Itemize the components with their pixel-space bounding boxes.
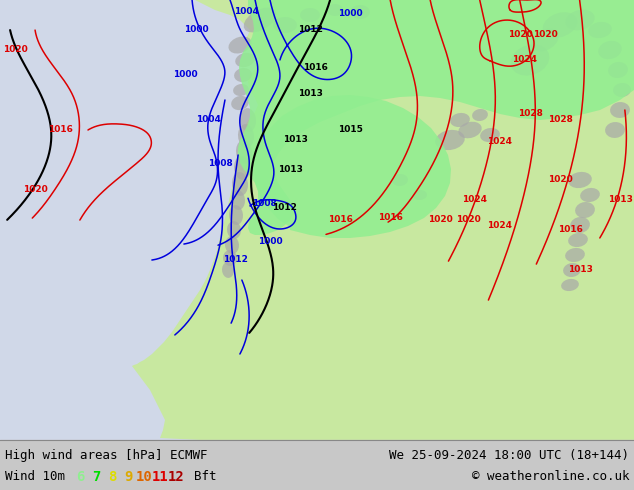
Polygon shape: [563, 263, 581, 277]
Text: We 25-09-2024 18:00 UTC (18+144): We 25-09-2024 18:00 UTC (18+144): [389, 448, 629, 462]
Bar: [0, 0, 634, 440]
Text: 12: 12: [167, 470, 184, 484]
Polygon shape: [570, 217, 590, 233]
Text: 1016: 1016: [302, 64, 327, 73]
Polygon shape: [222, 262, 234, 278]
Text: 11: 11: [152, 470, 169, 484]
Polygon shape: [232, 172, 248, 196]
Polygon shape: [598, 41, 622, 59]
Polygon shape: [566, 10, 595, 30]
Polygon shape: [254, 95, 451, 238]
Polygon shape: [227, 221, 241, 239]
Polygon shape: [234, 156, 250, 180]
Text: 1000: 1000: [338, 9, 362, 19]
Text: Bft: Bft: [194, 470, 216, 484]
Text: 1012: 1012: [297, 25, 323, 34]
Polygon shape: [235, 53, 255, 67]
Polygon shape: [223, 250, 237, 266]
Polygon shape: [480, 128, 500, 142]
Polygon shape: [231, 190, 245, 210]
Polygon shape: [231, 96, 249, 110]
Polygon shape: [580, 188, 600, 202]
Text: 1028: 1028: [548, 116, 573, 124]
Text: 1020: 1020: [548, 175, 573, 185]
Text: Wind 10m: Wind 10m: [5, 470, 65, 484]
Text: 1013: 1013: [607, 196, 633, 204]
Text: 1008: 1008: [207, 160, 233, 169]
Text: 1020: 1020: [456, 216, 481, 224]
Polygon shape: [228, 36, 252, 53]
Polygon shape: [234, 68, 252, 82]
Polygon shape: [240, 108, 256, 132]
Text: 7: 7: [92, 470, 100, 484]
Polygon shape: [565, 248, 585, 262]
Polygon shape: [575, 202, 595, 218]
Polygon shape: [229, 205, 243, 225]
Text: 1016: 1016: [378, 214, 403, 222]
Text: 10: 10: [136, 470, 152, 484]
Polygon shape: [610, 102, 630, 118]
Polygon shape: [236, 140, 252, 164]
Text: 1013: 1013: [297, 90, 323, 98]
Text: 1004: 1004: [195, 116, 221, 124]
Polygon shape: [413, 190, 427, 200]
Text: 1024: 1024: [488, 220, 512, 229]
Text: 1020: 1020: [3, 46, 27, 54]
Text: 1000: 1000: [257, 238, 282, 246]
Text: 1000: 1000: [172, 71, 197, 79]
Text: 1016: 1016: [557, 225, 583, 235]
Text: 1015: 1015: [337, 125, 363, 134]
Text: 1013: 1013: [567, 266, 592, 274]
Polygon shape: [531, 28, 559, 51]
Text: 1013: 1013: [278, 166, 302, 174]
Text: 1012: 1012: [271, 203, 297, 213]
Polygon shape: [238, 0, 634, 235]
Text: 1024: 1024: [462, 196, 488, 204]
Polygon shape: [225, 236, 239, 254]
Polygon shape: [561, 279, 579, 291]
Text: 1028: 1028: [517, 109, 543, 119]
Polygon shape: [392, 174, 408, 186]
Polygon shape: [450, 113, 470, 127]
Text: 1012: 1012: [223, 255, 247, 265]
Polygon shape: [458, 122, 482, 138]
Polygon shape: [238, 124, 254, 148]
Text: 1020: 1020: [508, 30, 533, 40]
Polygon shape: [273, 17, 297, 33]
Text: © weatheronline.co.uk: © weatheronline.co.uk: [472, 470, 629, 484]
Text: 1024: 1024: [512, 55, 538, 65]
Text: 1004: 1004: [233, 7, 259, 17]
Text: 6: 6: [76, 470, 84, 484]
Polygon shape: [233, 84, 249, 96]
Text: 1000: 1000: [184, 25, 209, 34]
Polygon shape: [244, 7, 276, 32]
Polygon shape: [510, 45, 550, 75]
Polygon shape: [435, 130, 465, 150]
Polygon shape: [350, 5, 370, 19]
Text: 1016: 1016: [48, 125, 72, 134]
Text: 1020: 1020: [533, 30, 557, 40]
Polygon shape: [132, 0, 634, 440]
Polygon shape: [300, 8, 320, 22]
Text: High wind areas [hPa] ECMWF: High wind areas [hPa] ECMWF: [5, 448, 207, 462]
Polygon shape: [608, 62, 628, 78]
Text: 1016: 1016: [328, 216, 353, 224]
Text: 1024: 1024: [488, 138, 512, 147]
Text: 1020: 1020: [23, 186, 48, 195]
Text: 1020: 1020: [427, 216, 453, 224]
Polygon shape: [588, 22, 612, 38]
Text: 9: 9: [124, 470, 132, 484]
Bar: [0, 440, 634, 490]
Text: 1008: 1008: [252, 199, 276, 209]
Polygon shape: [605, 122, 625, 138]
Polygon shape: [568, 233, 588, 247]
Polygon shape: [327, 4, 343, 16]
Text: 1013: 1013: [283, 136, 307, 145]
Polygon shape: [568, 172, 592, 188]
Polygon shape: [472, 109, 488, 121]
Polygon shape: [613, 83, 631, 97]
Text: 8: 8: [108, 470, 116, 484]
Polygon shape: [543, 12, 578, 38]
